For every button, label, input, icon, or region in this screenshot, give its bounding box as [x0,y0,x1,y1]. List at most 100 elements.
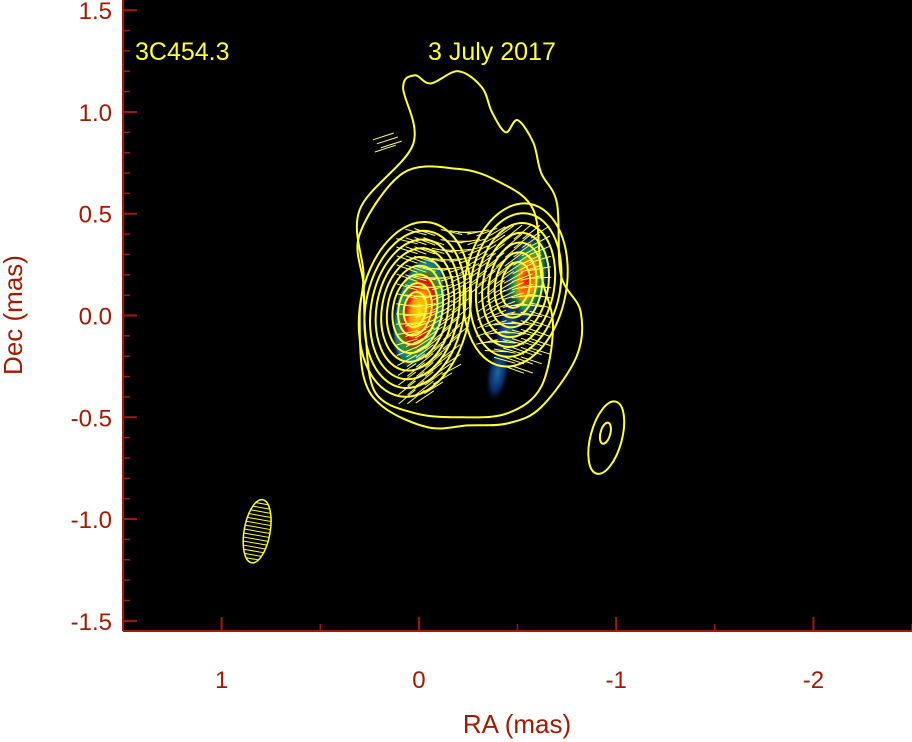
contour-outer [355,70,584,430]
evpa-vector [449,264,471,273]
beam-hatch [243,540,268,546]
evpa-vector [502,339,525,345]
evpa-vector [529,328,551,338]
evpa-vector [530,225,550,239]
evpa-vector [521,244,542,257]
y-tick-label: 1.5 [79,0,112,25]
evpa-vector [422,285,445,289]
evpa-vector [407,371,425,386]
evpa-vector [424,371,443,386]
evpa-vector [415,371,434,386]
evpa-vector [440,258,463,261]
beam-hatch [255,502,269,506]
evpa-vector [468,262,488,276]
evpa-vector [529,276,552,279]
evpa-vector [476,328,498,337]
evpa-vector [511,365,533,374]
evpa-vector [486,243,505,258]
evpa-vector [414,246,436,255]
evpa-vector [450,280,470,294]
beam-hatch [244,528,271,535]
source-name: 3C454.3 [135,38,230,66]
evpa-vector [502,322,525,325]
evpa-vector [413,295,436,298]
evpa-vector [458,231,481,233]
contour-knot [468,212,563,358]
evpa-vector [458,254,480,265]
evpa-vector [451,307,470,322]
evpa-vector [431,275,454,280]
evpa-vector [502,292,525,300]
evpa-vector [398,380,416,396]
beam-hatch [243,532,270,538]
y-tick-label: 0.5 [79,202,112,229]
evpa-vector [422,293,445,299]
evpa-vector [397,362,417,376]
beam-hatch [246,520,272,527]
evpa-vector [522,224,541,240]
evpa-vector [521,254,542,265]
beam-hatch [243,544,266,550]
evpa-vector [416,362,434,377]
evpa-vector [405,255,427,264]
evpa-vector [467,237,489,246]
evpa-vector [477,261,496,276]
evpa-vector [405,328,427,337]
evpa-vector [424,326,443,340]
contour-core [402,290,428,328]
evpa-vector [513,224,532,240]
evpa-vector [440,274,463,282]
evpa-vector [529,319,551,328]
evpa-vector [442,325,461,341]
evpa-vector [512,253,532,266]
evpa-vector [431,258,454,261]
evpa-vector [467,245,489,256]
evpa-vector [520,311,543,318]
evpa-vector [433,316,452,331]
evpa-vector [486,270,505,286]
evpa-vector [415,344,434,359]
evpa-vector [422,256,445,263]
evpa-vector [413,265,436,272]
evpa-vector [495,242,514,258]
evpa-vector [406,345,426,358]
contour-isolated-outer [587,400,626,475]
evpa-vector [502,330,525,335]
evpa-vector [396,283,418,291]
evpa-vector [504,243,523,258]
contour-knot [481,231,550,339]
evpa-vector [494,290,515,302]
evpa-vector [405,228,427,236]
evpa-vector [484,350,507,353]
evpa-vector [460,280,479,295]
evpa-vector [396,330,418,336]
evpa-vector [458,239,481,244]
evpa-vector [511,338,534,346]
evpa-vector [405,336,427,348]
evpa-vector [413,303,436,308]
evpa-vector [520,328,542,337]
evpa-vector [451,289,470,303]
contour-core [357,221,473,398]
x-tick-label: 0 [412,667,425,694]
evpa-vector [415,353,434,368]
evpa-vector [415,380,434,395]
evpa-vector [520,303,543,308]
evpa-vector [440,229,463,236]
evpa-vector [458,246,480,254]
evpa-vector [502,347,525,355]
evpa-vector [511,356,533,365]
contour-knot [493,251,538,319]
evpa-vector [530,235,551,247]
evpa-vector [405,237,427,246]
evpa-vector [477,244,497,257]
beam-ellipse [242,498,272,564]
evpa-vector [432,372,453,385]
evpa-vector [398,389,416,405]
y-tick-label: -0.5 [71,405,112,432]
evpa-vector [414,236,436,246]
evpa-vector [451,298,470,313]
evpa-vector [504,262,523,276]
evpa-vector [495,261,514,276]
evpa-vector [459,263,480,275]
